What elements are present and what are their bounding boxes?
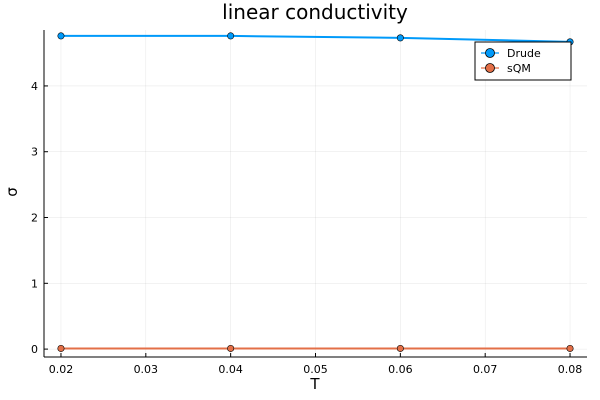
y-tick-label: 3 <box>31 146 38 159</box>
x-tick-label: 0.03 <box>134 363 159 376</box>
y-tick-label: 4 <box>31 80 38 93</box>
legend-label-sqm: sQM <box>507 62 531 75</box>
y-tick-label: 1 <box>31 277 38 290</box>
data-point-sqm <box>57 344 65 352</box>
y-tick-label: 2 <box>31 212 38 225</box>
legend-marker-drude <box>485 48 495 58</box>
data-point-drude <box>396 34 404 42</box>
data-point-drude <box>57 32 65 40</box>
legend: Drude sQM <box>474 41 572 81</box>
x-tick-label: 0.07 <box>473 363 498 376</box>
series-line-drude <box>60 34 571 43</box>
axes: 0.02 0.03 0.04 0.05 0.06 0.07 0.08 0 1 2 3 4 <box>31 30 587 376</box>
x-tick-label: 0.08 <box>558 363 583 376</box>
chart-title: linear conductivity <box>222 0 408 24</box>
y-tick-label: 0 <box>31 343 38 356</box>
x-axis-label: T <box>309 375 320 393</box>
x-tick-label: 0.05 <box>303 363 328 376</box>
y-axis-label: σ <box>3 187 21 197</box>
x-tick-label: 0.02 <box>49 363 74 376</box>
x-tick-label: 0.06 <box>388 363 413 376</box>
legend-label-drude: Drude <box>507 47 541 60</box>
data-point-sqm <box>227 344 235 352</box>
data-point-sqm <box>566 344 574 352</box>
data-point-drude <box>227 32 235 40</box>
legend-marker-sqm <box>485 63 495 73</box>
data-point-sqm <box>396 344 404 352</box>
series-layer <box>57 32 574 352</box>
x-tick-label: 0.04 <box>218 363 243 376</box>
